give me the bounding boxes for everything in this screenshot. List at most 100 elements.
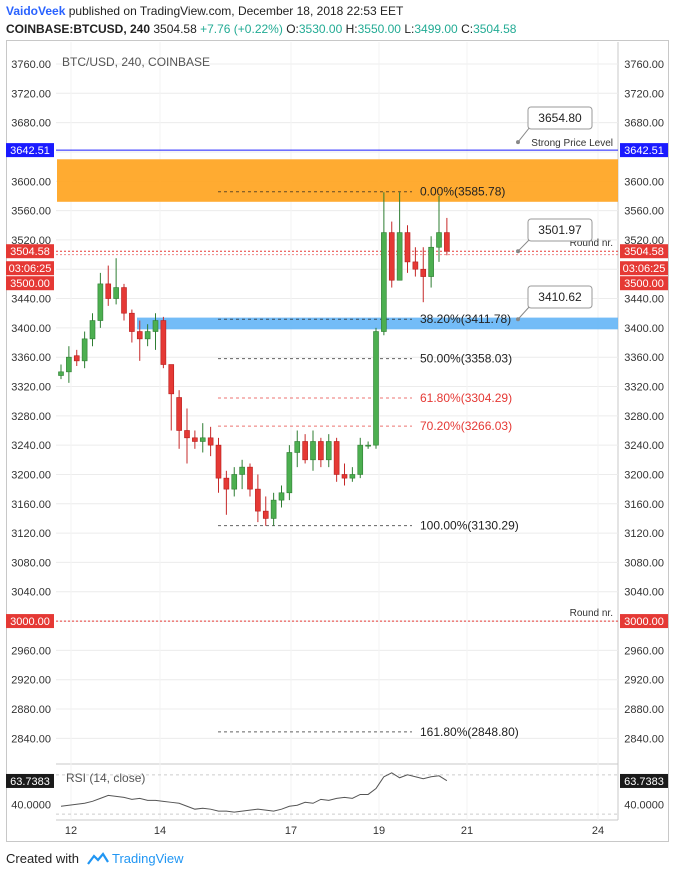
candle-down xyxy=(247,466,253,490)
callout-pointer xyxy=(517,238,531,252)
round-3000-tag-bg xyxy=(620,614,668,629)
zone-orange xyxy=(57,159,618,202)
candle-up xyxy=(428,246,434,277)
rsi-value-tag-bg xyxy=(620,773,668,788)
candle-down xyxy=(255,488,261,512)
round-number-tag: 3500.00 xyxy=(10,278,50,290)
round-number-label: Round nr. xyxy=(570,238,613,249)
callout-box xyxy=(527,218,593,242)
bar-timer-tag-bg xyxy=(620,261,668,276)
candle-up xyxy=(357,444,364,475)
candle-up xyxy=(294,441,301,453)
resistance-price-tag-bg xyxy=(6,143,54,158)
candle-down xyxy=(444,232,450,252)
y-tick-label-right: 3120.00 xyxy=(624,528,664,540)
callout-text: 3501.97 xyxy=(538,223,582,237)
candle-up xyxy=(365,444,371,447)
low-value: 3499.00 xyxy=(414,22,458,36)
open-value: 3530.00 xyxy=(298,22,343,36)
y-tick-label-right: 3280.00 xyxy=(624,411,664,423)
y-tick-label-right: 3200.00 xyxy=(624,469,664,481)
published-text: published on TradingView.com, December 1… xyxy=(68,4,404,18)
resistance-price-tag: 3642.51 xyxy=(624,145,664,157)
y-tick-label-left: 2960.00 xyxy=(11,645,51,657)
x-tick-label: 19 xyxy=(373,825,385,837)
last-price: 3504.58 xyxy=(153,22,197,36)
fib-label: 161.80%(2848.80) xyxy=(420,725,519,739)
fib-label: 0.00%(3585.78) xyxy=(420,185,505,199)
callout-anchor xyxy=(516,317,520,322)
symbol-label: COINBASE:BTCUSD, 240 xyxy=(6,22,151,36)
fib-label: 70.20%(3266.03) xyxy=(420,419,512,433)
candle-down xyxy=(262,510,269,519)
rsi-label: RSI (14, close) xyxy=(66,771,145,785)
candle-down xyxy=(302,441,308,461)
fib-label: 38.20%(3411.78) xyxy=(420,312,511,326)
tradingview-brand[interactable]: TradingView xyxy=(112,851,184,866)
candle-down xyxy=(404,232,411,263)
y-tick-label-right: 3600.00 xyxy=(624,176,664,188)
candle-up xyxy=(310,441,316,461)
bar-timer-tag: 03:06:25 xyxy=(623,263,666,275)
candle-up xyxy=(199,437,206,442)
y-tick-label-left: 3120.00 xyxy=(11,528,51,540)
y-tick-label-right: 3680.00 xyxy=(624,118,664,130)
last-price-tag-bg xyxy=(620,244,668,259)
candle-up xyxy=(381,232,387,332)
y-tick-label-left: 3560.00 xyxy=(11,206,51,218)
y-tick-label-right: 3520.00 xyxy=(624,235,664,247)
x-tick-label: 21 xyxy=(461,825,473,837)
round-number-tag-bg xyxy=(6,276,54,291)
round-3000-tag: 3000.00 xyxy=(10,616,50,628)
y-tick-label-left: 3760.00 xyxy=(11,59,51,71)
close-label: C: xyxy=(461,22,474,36)
last-price-tag: 3504.58 xyxy=(10,246,50,258)
y-tick-label-right: 3320.00 xyxy=(624,382,664,394)
low-label: L: xyxy=(404,22,415,36)
candle-down xyxy=(207,437,214,446)
fib-label: 100.00%(3130.29) xyxy=(420,519,519,533)
candle-down xyxy=(105,283,112,299)
callout-text: 3654.80 xyxy=(538,111,582,125)
y-tick-label-left: 3240.00 xyxy=(11,440,51,452)
rsi-tick-right: 40.0000 xyxy=(624,799,664,811)
round-number-label: Round nr. xyxy=(570,608,613,619)
candle-down xyxy=(223,477,230,490)
candle-up xyxy=(66,356,72,373)
rsi-value-tag-bg xyxy=(6,773,54,788)
y-tick-label-left: 3400.00 xyxy=(11,323,51,335)
close-value: 3504.58 xyxy=(473,22,517,36)
y-tick-label-left: 3520.00 xyxy=(11,235,51,247)
candle-up xyxy=(286,452,293,494)
resistance-price-tag: 3642.51 xyxy=(10,145,50,157)
y-tick-label-right: 2960.00 xyxy=(624,645,664,657)
candle-down xyxy=(215,444,222,479)
candle-up xyxy=(436,232,442,248)
tradingview-logo-icon xyxy=(86,852,109,865)
candle-down xyxy=(121,287,127,314)
chart-title: BTC/USD, 240, COINBASE xyxy=(62,55,210,69)
price-change: +7.76 (+0.22%) xyxy=(200,22,283,36)
y-tick-label-right: 3440.00 xyxy=(624,294,664,306)
x-tick-label: 14 xyxy=(154,825,166,837)
candle-down xyxy=(333,441,340,475)
candle-down xyxy=(160,320,167,365)
callout-pointer xyxy=(517,126,531,143)
candle-up xyxy=(97,283,104,321)
y-tick-label-right: 3360.00 xyxy=(624,352,664,364)
y-tick-label-right: 3760.00 xyxy=(624,59,664,71)
y-tick-label-left: 3600.00 xyxy=(11,176,51,188)
y-tick-label-right: 2840.00 xyxy=(624,733,664,745)
y-tick-label-right: 3160.00 xyxy=(624,499,664,511)
candle-up xyxy=(239,466,245,475)
strong-price-level-label: Strong Price Level xyxy=(531,138,613,149)
x-tick-label: 24 xyxy=(592,825,604,837)
candle-down xyxy=(73,355,80,362)
callout-pointer xyxy=(517,305,531,320)
callout-box xyxy=(527,285,593,309)
rsi-value-tag: 63.7383 xyxy=(10,776,50,788)
author-link[interactable]: VaidoVeek xyxy=(6,4,66,18)
chart-frame xyxy=(6,40,669,842)
candle-down xyxy=(318,441,324,461)
